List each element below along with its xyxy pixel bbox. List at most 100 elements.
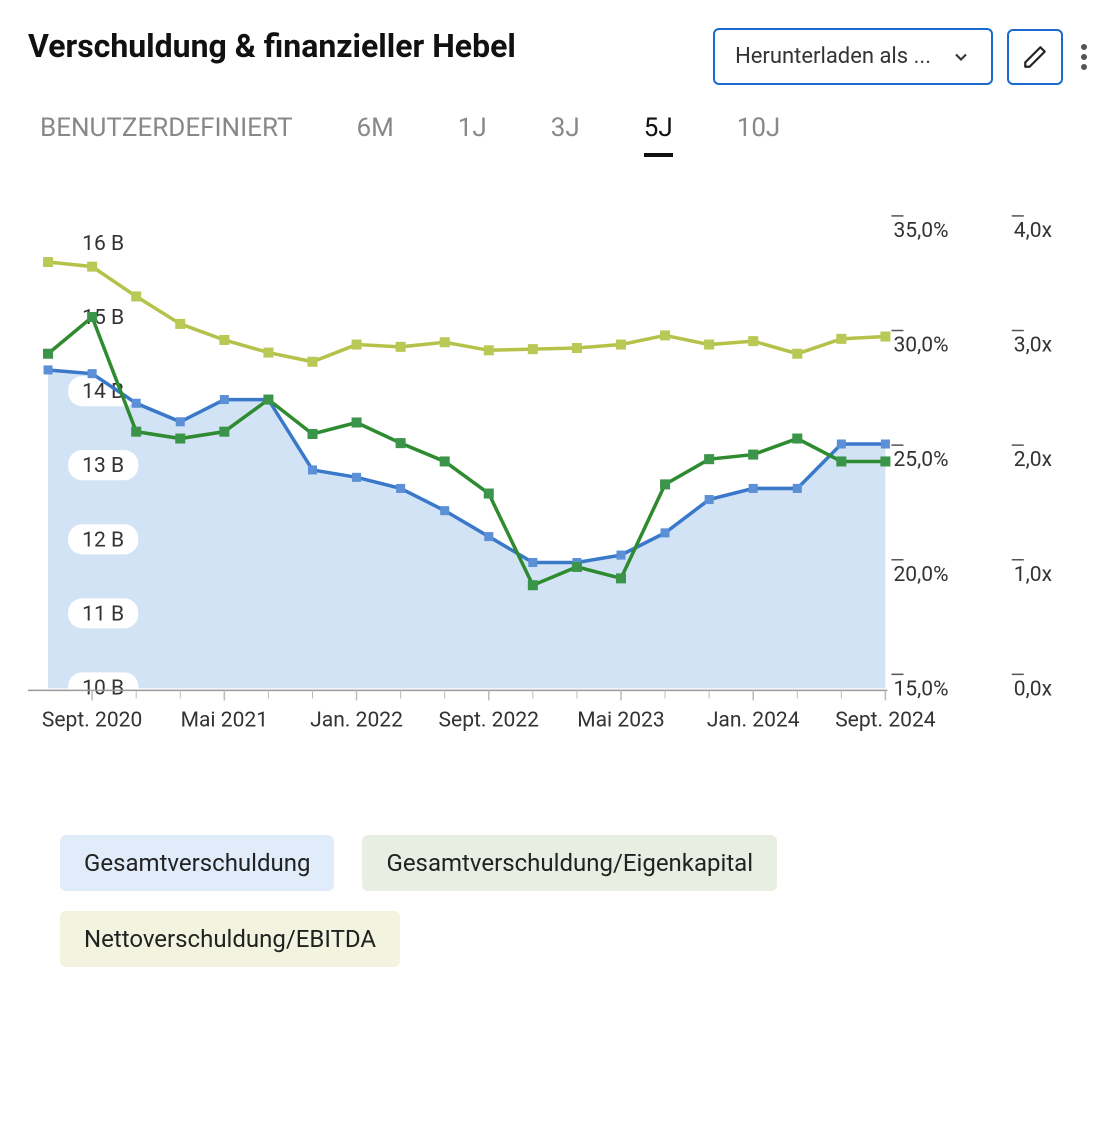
marker-ebitda <box>616 340 626 350</box>
marker-eigenkapital <box>43 349 53 359</box>
marker-ebitda <box>87 262 97 272</box>
marker-eigenkapital <box>396 438 406 448</box>
marker-eigenkapital <box>528 580 538 590</box>
right-x-label: 3,0x <box>1014 333 1052 358</box>
marker-ebitda <box>528 344 538 354</box>
marker-gesamtverschuldung <box>88 369 97 378</box>
download-dropdown[interactable]: Herunterladen als ... <box>713 28 993 85</box>
marker-eigenkapital <box>175 434 185 444</box>
marker-eigenkapital <box>748 450 758 460</box>
right-pct-label: 25,0% <box>893 447 948 472</box>
chart-container: 10 B11 B12 B13 B14 B15 B16 BSept. 2020Ma… <box>28 197 1091 779</box>
marker-ebitda <box>263 348 273 358</box>
legend: Gesamtverschuldung Gesamtverschuldung/Eig… <box>28 835 1091 967</box>
marker-eigenkapital <box>704 454 714 464</box>
marker-ebitda <box>43 257 53 267</box>
left-axis-tick-label: 12 B <box>82 527 124 552</box>
marker-eigenkapital <box>219 427 229 437</box>
marker-ebitda <box>572 343 582 353</box>
marker-ebitda <box>307 357 317 367</box>
marker-eigenkapital <box>484 489 494 499</box>
right-pct-label: 15,0% <box>893 676 948 701</box>
right-x-label: 1,0x <box>1014 562 1052 587</box>
left-axis-tick-label: 16 B <box>82 231 124 256</box>
marker-ebitda <box>880 332 890 342</box>
download-label: Herunterladen als ... <box>735 44 931 69</box>
marker-eigenkapital <box>263 395 273 405</box>
dot-icon <box>1081 44 1087 50</box>
legend-item[interactable]: Nettoverschuldung/EBITDA <box>60 911 400 967</box>
pencil-icon <box>1022 44 1048 70</box>
marker-eigenkapital <box>616 573 626 583</box>
right-x-label: 0,0x <box>1014 676 1052 701</box>
dot-icon <box>1081 64 1087 70</box>
marker-gesamtverschuldung <box>881 439 890 448</box>
tab-3j[interactable]: 3J <box>551 113 580 157</box>
header-controls: Herunterladen als ... <box>713 28 1091 85</box>
marker-gesamtverschuldung <box>837 439 846 448</box>
tab-1j[interactable]: 1J <box>458 113 487 157</box>
tab-6m[interactable]: 6M <box>356 113 393 157</box>
right-x-label: 4,0x <box>1014 218 1052 243</box>
right-x-label: 2,0x <box>1014 447 1052 472</box>
right-pct-label: 35,0% <box>893 218 948 243</box>
marker-ebitda <box>352 340 362 350</box>
marker-eigenkapital <box>307 429 317 439</box>
marker-gesamtverschuldung <box>396 484 405 493</box>
tab-10j[interactable]: 10J <box>737 113 781 157</box>
marker-gesamtverschuldung <box>616 551 625 560</box>
marker-eigenkapital <box>352 417 362 427</box>
marker-gesamtverschuldung <box>176 417 185 426</box>
x-axis-tick-label: Jan. 2022 <box>310 707 403 732</box>
marker-eigenkapital <box>660 479 670 489</box>
marker-eigenkapital <box>131 427 141 437</box>
x-axis-tick-label: Mai 2023 <box>577 707 664 732</box>
marker-ebitda <box>484 345 494 355</box>
marker-gesamtverschuldung <box>220 395 229 404</box>
marker-ebitda <box>792 349 802 359</box>
legend-item[interactable]: Gesamtverschuldung/Eigenkapital <box>362 835 777 891</box>
marker-eigenkapital <box>440 456 450 466</box>
chart-svg: 10 B11 B12 B13 B14 B15 B16 BSept. 2020Ma… <box>28 197 1091 779</box>
dot-icon <box>1081 54 1087 60</box>
marker-gesamtverschuldung <box>132 399 141 408</box>
marker-ebitda <box>836 334 846 344</box>
marker-ebitda <box>219 335 229 345</box>
x-axis-tick-label: Sept. 2020 <box>42 707 142 732</box>
marker-eigenkapital <box>87 312 97 322</box>
marker-ebitda <box>704 340 714 350</box>
marker-gesamtverschuldung <box>749 484 758 493</box>
marker-ebitda <box>440 337 450 347</box>
chevron-down-icon <box>951 47 971 67</box>
marker-eigenkapital <box>572 562 582 572</box>
time-range-tabs: BENUTZERDEFINIERT 6M 1J 3J 5J 10J <box>28 113 1091 157</box>
marker-eigenkapital <box>836 456 846 466</box>
header-row: Verschuldung & finanzieller Hebel Herunt… <box>28 28 1091 85</box>
tab-5j[interactable]: 5J <box>644 113 673 157</box>
page-title: Verschuldung & finanzieller Hebel <box>28 28 697 65</box>
marker-gesamtverschuldung <box>484 532 493 541</box>
marker-eigenkapital <box>880 456 890 466</box>
x-axis-tick-label: Sept. 2022 <box>439 707 540 732</box>
marker-gesamtverschuldung <box>352 473 361 482</box>
marker-eigenkapital <box>792 434 802 444</box>
marker-gesamtverschuldung <box>308 465 317 474</box>
marker-ebitda <box>660 330 670 340</box>
left-axis-tick-label: 10 B <box>82 675 124 700</box>
marker-ebitda <box>131 291 141 301</box>
left-axis-tick-label: 11 B <box>82 601 124 626</box>
edit-button[interactable] <box>1007 29 1063 85</box>
tab-benutzerdefiniert[interactable]: BENUTZERDEFINIERT <box>40 113 292 157</box>
x-axis-tick-label: Jan. 2024 <box>707 707 800 732</box>
marker-gesamtverschuldung <box>705 495 714 504</box>
marker-ebitda <box>748 336 758 346</box>
legend-item[interactable]: Gesamtverschuldung <box>60 835 334 891</box>
marker-gesamtverschuldung <box>44 365 53 374</box>
marker-gesamtverschuldung <box>528 558 537 567</box>
right-pct-label: 30,0% <box>893 333 948 358</box>
marker-gesamtverschuldung <box>793 484 802 493</box>
right-pct-label: 20,0% <box>893 562 948 587</box>
marker-gesamtverschuldung <box>661 528 670 537</box>
more-menu-button[interactable] <box>1077 36 1091 78</box>
left-axis-tick-label: 13 B <box>82 453 124 478</box>
